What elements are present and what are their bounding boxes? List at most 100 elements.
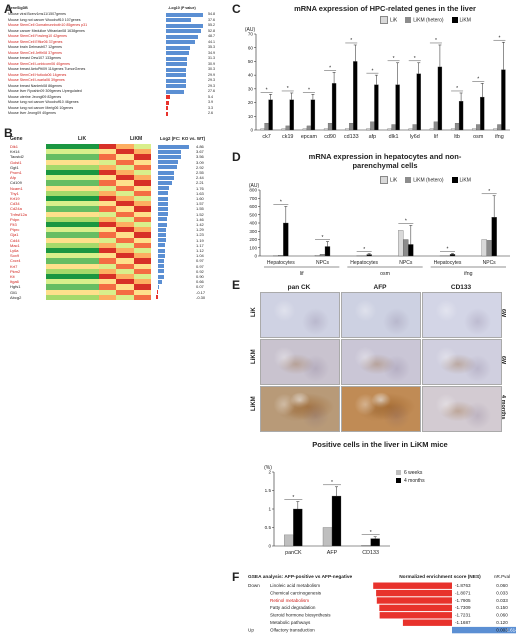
heatmap-cell — [133, 248, 151, 254]
heatmap-cell — [98, 185, 116, 191]
panel-b-fc-value: 1.60 — [196, 196, 204, 201]
heatmap-cell — [63, 242, 81, 248]
panel-b-fc-value: -0.30 — [196, 294, 206, 300]
y-tick-label: 20 — [248, 100, 254, 105]
panel-b-gene-label: Mac1 — [10, 242, 20, 248]
heatmap-cell — [46, 196, 64, 202]
panel-a-bar — [166, 34, 199, 39]
heatmap-cell — [133, 294, 151, 300]
heatmap-cell — [98, 242, 116, 248]
panel-a-row-label: Mouse StemCell Gomabrunnboth10 85genes p… — [8, 23, 88, 27]
panel-a-row: Mouse lung not cancer Woodruff10 107gene… — [8, 18, 218, 24]
heatmap-cell — [81, 289, 99, 295]
heatmap-cell — [81, 258, 99, 264]
panel-e-col-header: AFP — [373, 284, 387, 291]
heatmap-cell — [63, 190, 81, 196]
panel-b-gene-label: Gja1 — [10, 232, 19, 238]
panel-b-fc-value: 1.76 — [196, 185, 204, 191]
panel-b-fc-value: -0.17 — [196, 289, 206, 295]
significance-star: * — [435, 38, 437, 44]
bar — [331, 495, 342, 547]
panel-a-value: 5.4 — [208, 94, 213, 99]
bar — [408, 128, 413, 131]
panel-b-fc-bar — [158, 206, 168, 211]
x-tick-label: lif — [434, 134, 438, 140]
panel-b-row: Flt3 1.42 — [8, 222, 218, 228]
panel-b-fc-value: 3.56 — [196, 154, 204, 160]
bar — [429, 128, 435, 131]
panel-a-row: Mouse StemCell Lonbicorn06 40genes 30.9 — [8, 62, 218, 68]
heatmap-cell — [46, 211, 64, 217]
heatmap-cell — [81, 149, 99, 155]
legend-swatch — [380, 16, 388, 24]
x-tick-label: NPCs — [316, 260, 330, 266]
ihc-image — [341, 386, 421, 432]
nes-value: -1.7231 — [455, 613, 471, 618]
heatmap-cell — [98, 190, 116, 196]
legend-label: 6 weeks — [404, 470, 423, 476]
bar — [501, 69, 506, 131]
heatmap-cell — [98, 175, 116, 181]
panel-b-row: Ptprc 1.29 — [8, 227, 218, 233]
panel-a-bar — [166, 100, 169, 105]
heatmap-cell — [63, 159, 81, 165]
heatmap-cell — [133, 149, 151, 155]
panel-a-row: Mouse cancer Medulloe Vithanian08 1638ge… — [8, 29, 218, 35]
legend-item-likm: LiKM — [451, 176, 471, 183]
panel-b-row: Mac1 1.17 — [8, 242, 218, 248]
nes-bar — [376, 597, 452, 604]
panel-b-gene-label: Flt3 — [10, 222, 17, 227]
panel-b-fc-value: 1.19 — [196, 237, 204, 243]
legend-item-lik: LiK — [380, 176, 397, 184]
y-tick-label: 50 — [248, 59, 254, 64]
bar — [416, 73, 421, 131]
legend-label: LiK — [390, 177, 398, 184]
panel-a-value: 3.9 — [208, 100, 213, 104]
panel-b-row: Pkm2 0.92 — [8, 268, 218, 274]
bar — [310, 99, 316, 131]
heatmap-cell — [81, 216, 99, 222]
heatmap-cell — [98, 159, 116, 165]
ihc-image — [260, 386, 340, 432]
heatmap-cell — [81, 284, 99, 290]
heatmap-cell — [116, 222, 134, 228]
x-tick-label: epcam — [301, 134, 318, 140]
heatmap-cell — [116, 289, 134, 295]
bar — [314, 255, 321, 257]
panel-b-fc-value: 1.23 — [196, 232, 204, 238]
heatmap-cell — [63, 196, 81, 202]
heatmap-cell — [133, 154, 151, 160]
panel-b-row: Dlk1 4.86 — [8, 144, 218, 150]
bar — [264, 122, 269, 131]
heatmap-cell — [63, 216, 81, 222]
panel-b-gene-label: Kit — [10, 274, 15, 279]
heatmap-cell — [46, 274, 64, 280]
panel-b-row: Golst1 3.09 — [8, 159, 218, 165]
heatmap-cell — [116, 206, 134, 212]
panel-f-p-header: nR.Pval — [494, 574, 510, 579]
heatmap-cell — [46, 149, 64, 155]
significance-star: * — [331, 480, 333, 486]
heatmap-cell — [81, 227, 99, 233]
panel-b-fc-value: 2.44 — [196, 175, 204, 181]
y-tick-label: 800 — [249, 188, 257, 193]
panel-f-title: GSEA analysis: AFP-positive vs AFP-negat… — [248, 574, 353, 580]
panel-a-bar — [166, 18, 192, 23]
y-tick-label: 0 — [250, 128, 253, 133]
panel-a-row: Mouse lung not cancer Woodruff10 46genes… — [8, 100, 218, 106]
significance-star: * — [371, 68, 373, 74]
y-axis-label: (AU) — [245, 27, 256, 33]
panel-a-bar — [166, 89, 185, 94]
p-value: 0.060 — [496, 613, 508, 618]
panel-b-fc-bar — [156, 295, 158, 300]
bar — [349, 122, 354, 131]
panel-b-fc-bar — [158, 264, 165, 269]
legend-label: LiKM — [459, 17, 471, 24]
bar — [476, 124, 481, 131]
bar — [450, 128, 456, 131]
heatmap-cell — [46, 164, 64, 170]
panel-b-fc-bar — [158, 279, 163, 284]
panel-a-bar — [166, 95, 170, 100]
bar — [403, 239, 409, 257]
heatmap-cell — [81, 180, 99, 186]
